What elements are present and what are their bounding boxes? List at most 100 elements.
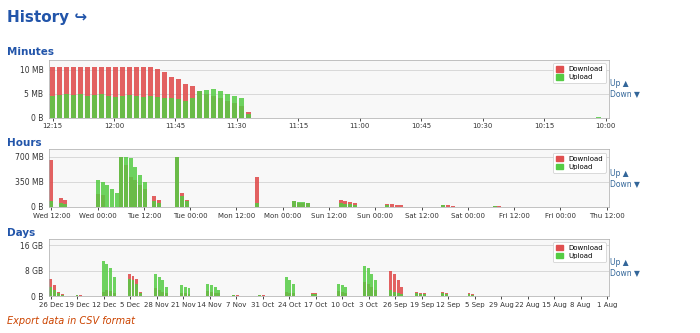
Bar (314, 293, 317, 296)
Bar (285, 277, 288, 296)
Bar (442, 293, 444, 296)
Bar (185, 201, 188, 207)
Bar (64, 204, 67, 207)
Bar (374, 290, 377, 296)
Bar (389, 271, 392, 296)
Bar (106, 96, 111, 118)
Bar (239, 106, 244, 118)
Bar (400, 205, 403, 207)
Bar (471, 294, 474, 296)
Bar (232, 103, 237, 118)
Bar (50, 201, 53, 207)
Bar (210, 285, 213, 296)
Bar (127, 95, 132, 118)
Bar (389, 290, 392, 296)
Bar (71, 67, 76, 118)
Bar (188, 294, 190, 296)
Bar (78, 94, 83, 118)
Bar (71, 95, 76, 118)
Bar (348, 204, 352, 207)
Bar (129, 177, 132, 207)
Bar (152, 196, 156, 207)
Bar (135, 279, 138, 296)
Bar (306, 203, 310, 207)
Bar (451, 205, 454, 207)
Bar (370, 274, 373, 296)
Bar (395, 205, 398, 207)
Bar (190, 98, 195, 118)
Bar (109, 291, 112, 296)
Bar (225, 101, 230, 118)
Bar (393, 292, 395, 296)
Bar (214, 292, 216, 296)
Bar (292, 284, 295, 296)
Bar (442, 205, 445, 207)
Bar (197, 91, 202, 118)
Bar (124, 165, 128, 207)
Bar (61, 294, 64, 296)
Bar (288, 292, 291, 296)
Bar (258, 295, 261, 296)
Bar (353, 205, 356, 207)
Bar (236, 295, 239, 296)
Bar (165, 293, 168, 296)
Bar (169, 77, 174, 118)
Bar (120, 157, 123, 207)
Bar (155, 98, 160, 118)
Bar (99, 67, 104, 118)
Bar (197, 91, 202, 118)
Bar (339, 203, 342, 207)
Bar (445, 292, 448, 296)
Bar (397, 280, 400, 296)
Legend: Download, Upload: Download, Upload (553, 63, 606, 83)
Bar (285, 292, 288, 296)
Bar (423, 293, 426, 296)
Bar (106, 185, 109, 207)
Bar (176, 99, 181, 118)
Bar (155, 69, 160, 118)
Bar (139, 292, 142, 296)
Bar (101, 195, 104, 207)
Bar (314, 294, 317, 296)
Bar (113, 292, 116, 296)
Bar (337, 291, 340, 296)
Bar (400, 287, 403, 296)
Bar (139, 293, 142, 296)
Bar (64, 200, 67, 207)
Bar (211, 96, 216, 118)
Bar (101, 182, 104, 207)
Text: Down ▼: Down ▼ (610, 178, 640, 188)
Bar (337, 284, 340, 296)
Text: Up ▲: Up ▲ (610, 168, 629, 178)
Bar (50, 67, 55, 118)
Bar (106, 264, 108, 296)
Bar (113, 277, 116, 296)
Bar (85, 96, 90, 118)
Legend: Download, Upload: Download, Upload (553, 153, 606, 172)
Bar (92, 67, 97, 118)
Bar (96, 194, 100, 207)
Bar (446, 205, 450, 207)
Bar (262, 295, 265, 296)
Bar (183, 101, 188, 118)
Bar (367, 267, 370, 296)
Bar (113, 98, 118, 118)
Bar (185, 200, 188, 207)
Bar (53, 290, 56, 296)
Bar (246, 114, 251, 118)
Bar (353, 203, 356, 207)
Bar (129, 158, 132, 207)
Bar (176, 157, 179, 207)
Bar (311, 292, 314, 296)
Text: Down ▼: Down ▼ (610, 268, 640, 277)
Bar (157, 200, 160, 207)
Bar (415, 292, 418, 296)
Bar (363, 282, 366, 296)
Bar (288, 280, 291, 296)
Bar (180, 285, 183, 296)
Bar (134, 179, 137, 207)
Bar (339, 200, 342, 207)
Bar (138, 185, 142, 207)
Bar (76, 295, 78, 296)
Bar (218, 91, 223, 118)
